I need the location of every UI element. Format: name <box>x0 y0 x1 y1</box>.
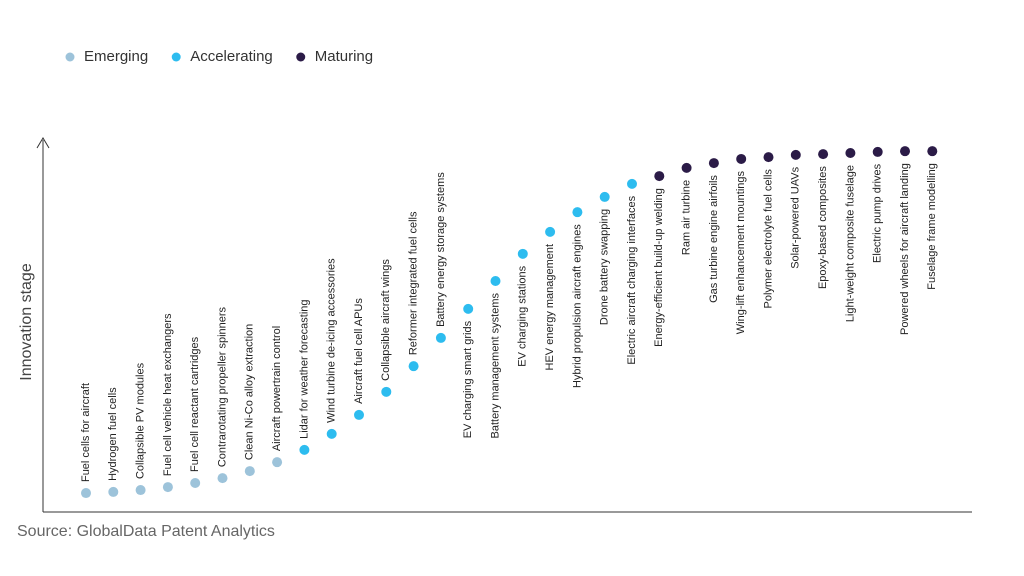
point-label: Fuel cell vehicle heat exchangers <box>162 313 174 476</box>
point <box>763 152 774 163</box>
point <box>354 409 364 420</box>
legend-label: Accelerating <box>190 48 273 65</box>
point <box>162 482 173 493</box>
point-label: HEV energy management <box>544 244 556 371</box>
legend-marker <box>65 52 75 62</box>
point-label: Fuselage frame modelling <box>926 163 938 290</box>
point-label: Lidar for weather forecasting <box>298 299 310 438</box>
point <box>408 361 419 372</box>
point <box>190 477 201 488</box>
point-label: Drone battery swapping <box>599 209 611 325</box>
point-label: Gas turbine engine airfoils <box>708 175 720 303</box>
point <box>217 473 228 484</box>
point-label: Powered wheels for aircraft landing <box>899 163 911 335</box>
point <box>299 444 310 455</box>
point-label: Contrarotating propeller spinners <box>216 306 228 467</box>
point <box>545 226 556 237</box>
point-label: Polymer electrolyte fuel cells <box>762 169 774 309</box>
point <box>572 207 583 218</box>
point-label: EV charging smart grids <box>462 320 474 438</box>
point-label: Hybrid propulsion aircraft engines <box>571 224 583 388</box>
source: Source: GlobalData Patent Analytics <box>17 523 275 540</box>
point-label: Electric pump drives <box>872 163 884 263</box>
point <box>927 146 938 157</box>
point-label: Battery management systems <box>489 293 501 439</box>
point <box>708 158 719 169</box>
point-label: Energy-efficient build-up welding <box>653 188 665 347</box>
point <box>81 488 91 499</box>
point <box>736 153 747 164</box>
point-label: Ram air turbine <box>681 180 693 255</box>
point <box>244 466 255 477</box>
point <box>845 148 856 159</box>
point-label: Collapsible PV modules <box>135 362 147 479</box>
point-label: Epoxy-based composites <box>817 166 829 289</box>
legend-marker <box>171 52 181 62</box>
point <box>326 428 337 439</box>
point-label: EV charging stations <box>517 265 529 366</box>
point <box>108 486 119 497</box>
point-label: Collapsible aircraft wings <box>380 259 392 381</box>
legend-marker <box>296 52 306 62</box>
point-label: Reformer integrated fuel cells <box>408 211 420 355</box>
point-label: Solar-powered UAVs <box>790 166 802 268</box>
point <box>435 332 446 343</box>
point-label: Fuel cells for aircraft <box>80 383 92 482</box>
point-label: Fuel cell reactant cartridges <box>189 336 201 472</box>
point-label: Electric aircraft charging interfaces <box>626 195 638 364</box>
point <box>654 171 665 182</box>
legend-label: Maturing <box>315 48 373 65</box>
point <box>272 457 283 468</box>
point <box>599 191 610 202</box>
point <box>517 248 528 259</box>
point-label: Aircraft powertrain control <box>271 326 283 451</box>
point <box>818 149 829 160</box>
point <box>627 178 637 189</box>
point <box>135 485 146 496</box>
y-axis-label: Innovation stage <box>18 263 35 381</box>
legend-label: Emerging <box>84 48 148 65</box>
point-label: Aircraft fuel cell APUs <box>353 298 365 404</box>
point-label: Clean Ni-Co alloy extraction <box>244 324 256 460</box>
point <box>490 275 501 286</box>
point-label: Wing-lift enhancement mountings <box>735 170 747 334</box>
point <box>872 146 883 157</box>
point-label: Light-weight composite fuselage <box>844 165 856 322</box>
point <box>900 146 910 157</box>
point-label: Battery energy storage systems <box>435 172 447 327</box>
point <box>463 303 474 314</box>
point <box>381 386 392 397</box>
point-label: Wind turbine de-icing accessories <box>326 258 338 423</box>
point <box>681 162 692 173</box>
point-label: Hydrogen fuel cells <box>107 387 119 481</box>
point <box>790 149 801 160</box>
y-axis-arrow <box>36 137 50 149</box>
